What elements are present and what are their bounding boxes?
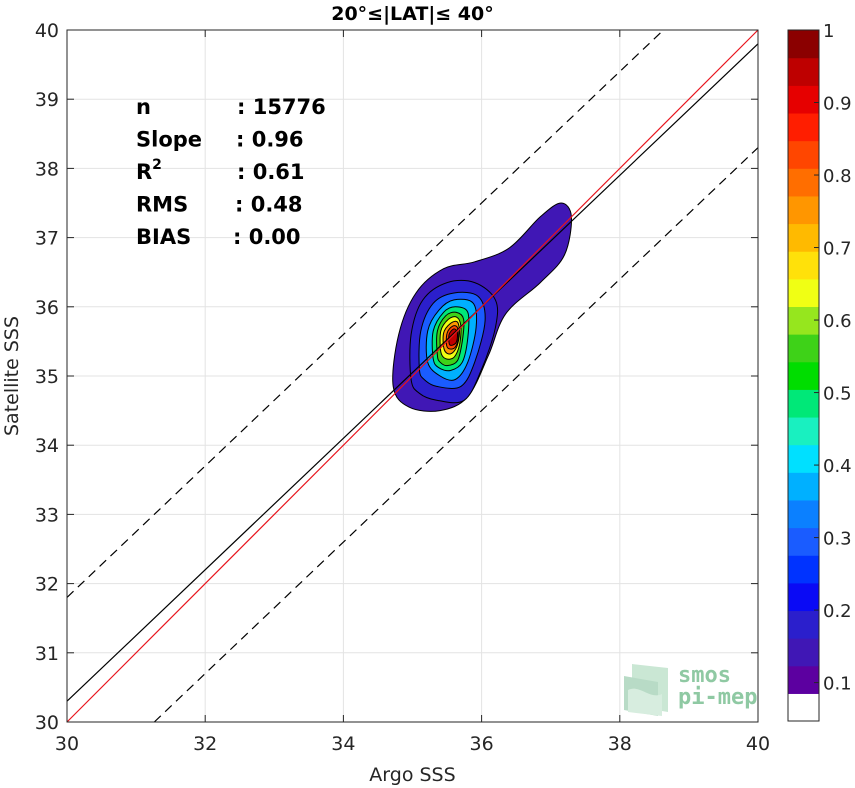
y-tick-label-5: 35 xyxy=(35,366,59,388)
y-tick-label-1: 31 xyxy=(35,643,59,665)
stat-label-1: Slope xyxy=(136,128,202,152)
colorbar-band-2 xyxy=(788,638,819,667)
colorbar-tick-label-6: 0.7 xyxy=(823,239,852,260)
colorbar-tick-label-8: 0.9 xyxy=(823,94,852,115)
colorbar-band-21 xyxy=(788,112,819,142)
axis-ticks: 30 32 34 36 38 40 30 31 32 33 34 35 36 37 38 39 40 xyxy=(35,20,770,755)
colorbar-tick-label-2: 0.3 xyxy=(823,529,852,550)
stat-label-sup-2: 2 xyxy=(152,157,162,173)
colorbar-band-11 xyxy=(788,389,819,418)
colorbar-tick-label-3: 0.4 xyxy=(823,456,852,477)
y-tick-label-2: 32 xyxy=(35,574,59,596)
colorbar-tick-label-9: 1 xyxy=(823,21,834,42)
reference-lines xyxy=(66,29,759,723)
colorbar-band-9 xyxy=(788,444,819,473)
x-tick-label-1: 32 xyxy=(193,733,217,755)
x-axis-label: Argo SSS xyxy=(369,764,455,786)
stat-label-2: R2 xyxy=(136,157,162,184)
y-tick-label-10: 40 xyxy=(35,20,59,42)
colorbar: 0.1 0.2 0.3 0.4 0.5 0.6 0.7 0.8 0.9 1 xyxy=(787,21,852,722)
colorbar-band-24 xyxy=(788,30,819,59)
stats-annotation: n : 15776 Slope : 0.96 R2 : 0.61 RMS : 0.48 BIAS… xyxy=(136,95,326,249)
y-tick-label-9: 39 xyxy=(35,89,59,111)
x-tick-label-4: 38 xyxy=(608,733,632,755)
chart-title: 20°≤|LAT|≤ 40° xyxy=(331,3,494,25)
colorbar-band-6 xyxy=(788,527,819,556)
logo-text-smos: smos xyxy=(678,663,731,688)
colorbar-band-18 xyxy=(788,195,819,225)
colorbar-band-15 xyxy=(788,278,819,307)
y-tick-label-0: 30 xyxy=(35,712,59,734)
stat-value-3: : 0.48 xyxy=(235,193,303,217)
identity-line xyxy=(66,29,759,723)
x-tick-label-3: 36 xyxy=(470,733,494,755)
colorbar-band-17 xyxy=(788,223,819,252)
y-tick-label-4: 34 xyxy=(35,435,59,457)
stat-value-4: : 0.00 xyxy=(233,225,301,249)
colorbar-tick-label-0: 0.1 xyxy=(823,674,852,695)
colorbar-band-5 xyxy=(788,555,819,584)
colorbar-band-22 xyxy=(788,85,819,114)
colorbar-band-4 xyxy=(788,582,819,612)
stat-label-0: n xyxy=(136,95,151,119)
x-tick-label-0: 30 xyxy=(55,733,79,755)
colorbar-tick-label-5: 0.6 xyxy=(823,311,852,332)
y-tick-label-3: 33 xyxy=(35,504,59,526)
colorbar-tick-label-1: 0.2 xyxy=(823,601,852,622)
stat-value-1: : 0.96 xyxy=(236,128,304,152)
colorbar-band-20 xyxy=(788,140,819,169)
x-tick-label-5: 40 xyxy=(746,733,770,755)
envelope-lower-line xyxy=(153,147,759,723)
stat-label-4: BIAS xyxy=(136,225,191,249)
stat-label-3: RMS xyxy=(136,193,188,217)
colorbar-tick-label-7: 0.8 xyxy=(823,166,852,187)
colorbar-band-0 xyxy=(788,693,819,722)
density-contours xyxy=(392,202,572,412)
colorbar-tick-label-4: 0.5 xyxy=(823,384,852,405)
envelope-upper-line xyxy=(66,29,664,598)
colorbar-band-12 xyxy=(788,361,819,390)
colorbar-band-23 xyxy=(788,57,819,86)
logo-text-pi-mep: pi-mep xyxy=(678,685,757,710)
colorbar-band-14 xyxy=(788,306,819,335)
stat-value-0: : 15776 xyxy=(237,95,326,119)
colorbar-band-3 xyxy=(788,610,819,639)
colorbar-band-1 xyxy=(788,665,819,694)
colorbar-band-16 xyxy=(788,251,819,280)
colorbar-band-7 xyxy=(788,499,819,529)
colorbar-band-10 xyxy=(788,416,819,446)
colorbar-band-13 xyxy=(788,334,819,363)
logo-waves-icon xyxy=(624,664,668,716)
y-tick-label-6: 36 xyxy=(35,297,59,319)
stat-value-2: : 0.61 xyxy=(237,160,305,184)
colorbar-frame xyxy=(787,29,820,722)
x-tick-label-2: 34 xyxy=(331,733,355,755)
colorbar-band-19 xyxy=(788,168,819,197)
y-tick-label-7: 37 xyxy=(35,228,59,250)
y-axis-label: Satellite SSS xyxy=(1,316,23,436)
smos-pi-mep-logo: smos pi-mep xyxy=(624,663,757,716)
y-tick-label-8: 38 xyxy=(35,158,59,180)
colorbar-band-8 xyxy=(788,472,819,501)
fit-line xyxy=(66,43,759,702)
